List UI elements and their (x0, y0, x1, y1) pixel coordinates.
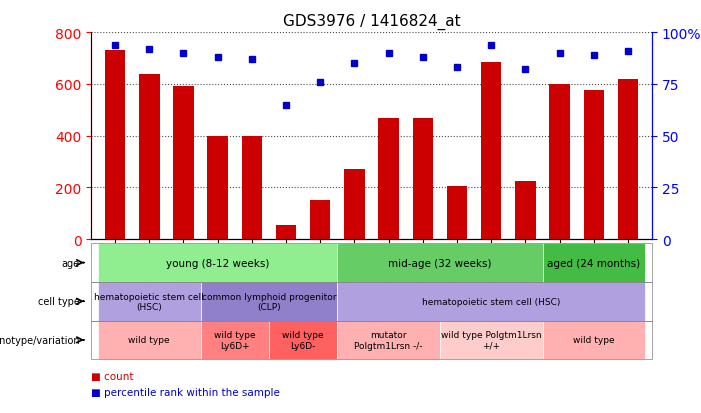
Bar (481, 63, 501, 240)
Text: wild type
Ly6D+: wild type Ly6D+ (214, 330, 256, 350)
Bar (413, 118, 433, 240)
Text: wild type: wild type (573, 335, 615, 344)
Bar (447, 187, 468, 240)
Title: GDS3976 / 1416824_at: GDS3976 / 1416824_at (283, 14, 461, 30)
Bar (275, 225, 297, 240)
Text: genotype/variation: genotype/variation (0, 335, 80, 345)
Text: common lymphoid progenitor
(CLP): common lymphoid progenitor (CLP) (202, 292, 336, 311)
Bar (310, 201, 330, 240)
Bar (379, 118, 399, 240)
Bar (207, 136, 228, 240)
Text: young (8-12 weeks): young (8-12 weeks) (166, 258, 269, 268)
Text: hematopoietic stem cell
(HSC): hematopoietic stem cell (HSC) (95, 292, 204, 311)
Bar (550, 85, 570, 240)
Text: ■ count: ■ count (91, 371, 134, 381)
Bar (173, 87, 193, 240)
Text: wild type Polgtm1Lrsn
+/+: wild type Polgtm1Lrsn +/+ (441, 330, 542, 350)
Bar (105, 51, 125, 240)
Bar (515, 181, 536, 240)
Text: cell type: cell type (38, 297, 80, 306)
Text: ■ percentile rank within the sample: ■ percentile rank within the sample (91, 387, 280, 397)
Bar (242, 136, 262, 240)
Text: mid-age (32 weeks): mid-age (32 weeks) (388, 258, 491, 268)
Text: aged (24 months): aged (24 months) (547, 258, 640, 268)
Bar (583, 91, 604, 240)
Text: mutator
Polgtm1Lrsn -/-: mutator Polgtm1Lrsn -/- (355, 330, 423, 350)
Bar (139, 74, 160, 240)
Text: age: age (62, 258, 80, 268)
Text: wild type
Ly6D-: wild type Ly6D- (283, 330, 324, 350)
Bar (344, 170, 365, 240)
Text: hematopoietic stem cell (HSC): hematopoietic stem cell (HSC) (422, 297, 560, 306)
Bar (618, 79, 638, 240)
Text: wild type: wild type (128, 335, 170, 344)
